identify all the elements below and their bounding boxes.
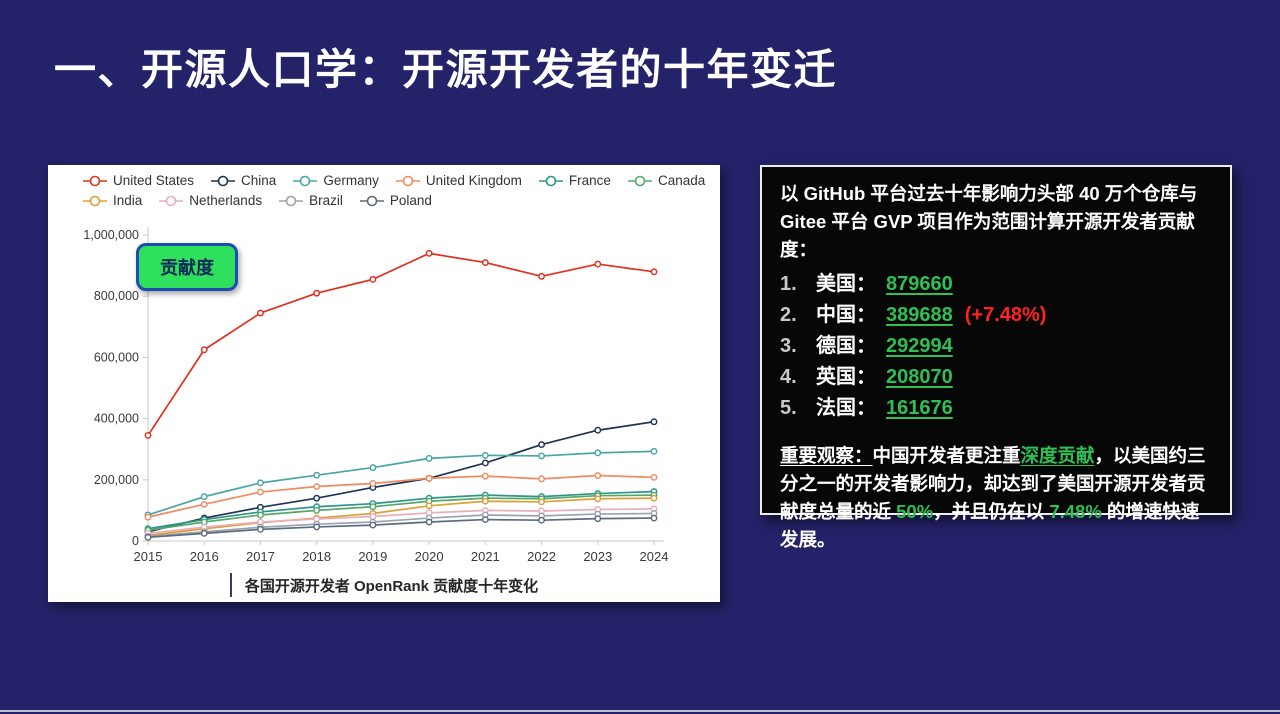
legend-marker-icon bbox=[159, 195, 184, 206]
observation-text: 重要观察：中国开发者更注重深度贡献，以美国约三分之一的开发者影响力，却达到了美国… bbox=[780, 442, 1212, 553]
contribution-badge: 贡献度 bbox=[136, 243, 238, 291]
ranking-item: 1. 美国： 879660 bbox=[780, 269, 1212, 300]
observation-label: 重要观察： bbox=[780, 445, 873, 467]
legend-label: Poland bbox=[389, 193, 432, 208]
rank-number: 1. bbox=[780, 273, 797, 296]
rank-number: 3. bbox=[780, 335, 797, 358]
series-canada bbox=[144, 491, 658, 534]
series-united-states bbox=[144, 249, 658, 439]
info-panel: 以 GitHub 平台过去十年影响力头部 40 万个仓库与 Gitee 平台 G… bbox=[760, 165, 1232, 550]
x-axis: 2015 2016 2017 2018 2019 2020 2021 2022 2023 2024 bbox=[134, 540, 669, 564]
observation-highlight-50: 50% bbox=[896, 500, 934, 522]
contribution-value: 389688 bbox=[886, 304, 953, 327]
legend-item-france: France bbox=[538, 173, 611, 188]
legend-label: France bbox=[568, 173, 611, 188]
contribution-value: 879660 bbox=[886, 273, 953, 296]
legend-marker-icon bbox=[395, 175, 420, 186]
country-label: 美国： bbox=[816, 273, 876, 296]
observation-highlight-deep: 深度贡献 bbox=[1020, 445, 1095, 467]
svg-text:2020: 2020 bbox=[415, 549, 444, 564]
footer-divider bbox=[0, 710, 1280, 712]
ranking-item: 3. 德国： 292994 bbox=[780, 331, 1212, 362]
contribution-value: 208070 bbox=[886, 366, 953, 389]
legend-label: India bbox=[113, 193, 143, 208]
growth-note: (+7.48%) bbox=[964, 304, 1047, 327]
legend-item-india: India bbox=[82, 193, 142, 208]
observation-part: ，并且仍在以 bbox=[933, 500, 1050, 522]
svg-text:2018: 2018 bbox=[302, 549, 331, 564]
legend-item-netherlands: Netherlands bbox=[158, 193, 262, 208]
series-united-kingdom bbox=[144, 472, 658, 521]
legend-marker-icon bbox=[83, 175, 107, 186]
legend-marker-icon bbox=[279, 195, 304, 206]
contribution-value: 292994 bbox=[886, 335, 953, 358]
rank-number: 2. bbox=[780, 304, 797, 327]
country-label: 英国： bbox=[816, 366, 876, 389]
ranking-item: 2. 中国： 389688 (+7.48%) bbox=[780, 300, 1212, 331]
line-chart: 0 200,000 400,000 600,000 800,000 1,000,000 20… bbox=[83, 227, 669, 564]
legend-marker-icon bbox=[627, 175, 652, 186]
ranking-item: 4. 英国： 208070 bbox=[780, 362, 1212, 393]
svg-text:2017: 2017 bbox=[246, 549, 275, 564]
ranking-item: 5. 法国： 161676 bbox=[780, 393, 1212, 424]
country-label: 中国： bbox=[816, 304, 876, 327]
legend-marker-icon bbox=[83, 195, 107, 206]
legend-item-germany: Germany bbox=[292, 173, 379, 188]
ranking-list: 1. 美国： 879660 2. 中国： 389688 (+7.48%) 3. … bbox=[780, 269, 1212, 424]
svg-text:2024: 2024 bbox=[640, 549, 669, 564]
legend-marker-icon bbox=[538, 175, 563, 186]
svg-text:2023: 2023 bbox=[583, 549, 612, 564]
observation-part: 的增速快速发展。 bbox=[780, 500, 1200, 550]
chart-panel: United States China Germany United Kingdom F… bbox=[48, 165, 720, 602]
rank-number: 4. bbox=[780, 366, 797, 389]
observation-part: ，以美国约三分之一的开发者影响力，却达到了美国开源开发者贡献度总量的近 bbox=[780, 445, 1206, 522]
text-cursor bbox=[229, 573, 232, 597]
svg-text:1,000,000: 1,000,000 bbox=[83, 228, 139, 242]
legend-marker-icon bbox=[293, 175, 318, 186]
legend-item-canada: Canada bbox=[627, 173, 705, 188]
legend-item-brazil: Brazil bbox=[278, 193, 343, 208]
series-poland bbox=[144, 514, 658, 541]
svg-text:2019: 2019 bbox=[358, 549, 387, 564]
country-label: 德国： bbox=[816, 335, 876, 358]
legend-item-china: China bbox=[210, 173, 276, 188]
legend-marker-icon bbox=[211, 175, 236, 186]
legend-label: Canada bbox=[657, 173, 706, 188]
legend-label: China bbox=[241, 173, 277, 188]
svg-text:800,000: 800,000 bbox=[94, 289, 139, 303]
svg-text:2021: 2021 bbox=[471, 549, 500, 564]
legend-marker-icon bbox=[359, 195, 384, 206]
country-label: 法国： bbox=[816, 397, 876, 420]
svg-text:200,000: 200,000 bbox=[94, 473, 139, 487]
contribution-value: 161676 bbox=[886, 397, 953, 420]
svg-text:2022: 2022 bbox=[527, 549, 556, 564]
svg-text:2015: 2015 bbox=[134, 549, 163, 564]
svg-text:2016: 2016 bbox=[190, 549, 219, 564]
legend-label: Netherlands bbox=[189, 193, 263, 208]
svg-text:600,000: 600,000 bbox=[94, 350, 139, 364]
chart-legend: United States China Germany United Kingdom F… bbox=[82, 173, 710, 208]
legend-item-united-kingdom: United Kingdom bbox=[395, 173, 522, 188]
legend-label: United Kingdom bbox=[425, 173, 522, 188]
legend-item-united-states: United States bbox=[82, 173, 194, 188]
observation-part: 中国开发者更注重 bbox=[872, 445, 1021, 467]
info-intro: 以 GitHub 平台过去十年影响力头部 40 万个仓库与 Gitee 平台 G… bbox=[780, 183, 1198, 260]
legend-label: Germany bbox=[323, 173, 379, 188]
legend-label: United States bbox=[113, 173, 195, 188]
svg-text:0: 0 bbox=[132, 534, 139, 548]
page-title: 一、开源人口学：开源开发者的十年变迁 bbox=[54, 46, 838, 93]
chart-caption: 各国开源开发者 OpenRank 贡献度十年变化 bbox=[244, 577, 539, 595]
legend-item-poland: Poland bbox=[359, 193, 432, 208]
svg-text:400,000: 400,000 bbox=[94, 412, 139, 426]
observation-highlight-growth: 7.48% bbox=[1049, 500, 1102, 522]
legend-label: Brazil bbox=[309, 193, 343, 208]
caption-row: 各国开源开发者 OpenRank 贡献度十年变化 bbox=[48, 573, 720, 597]
rank-number: 5. bbox=[780, 397, 797, 420]
